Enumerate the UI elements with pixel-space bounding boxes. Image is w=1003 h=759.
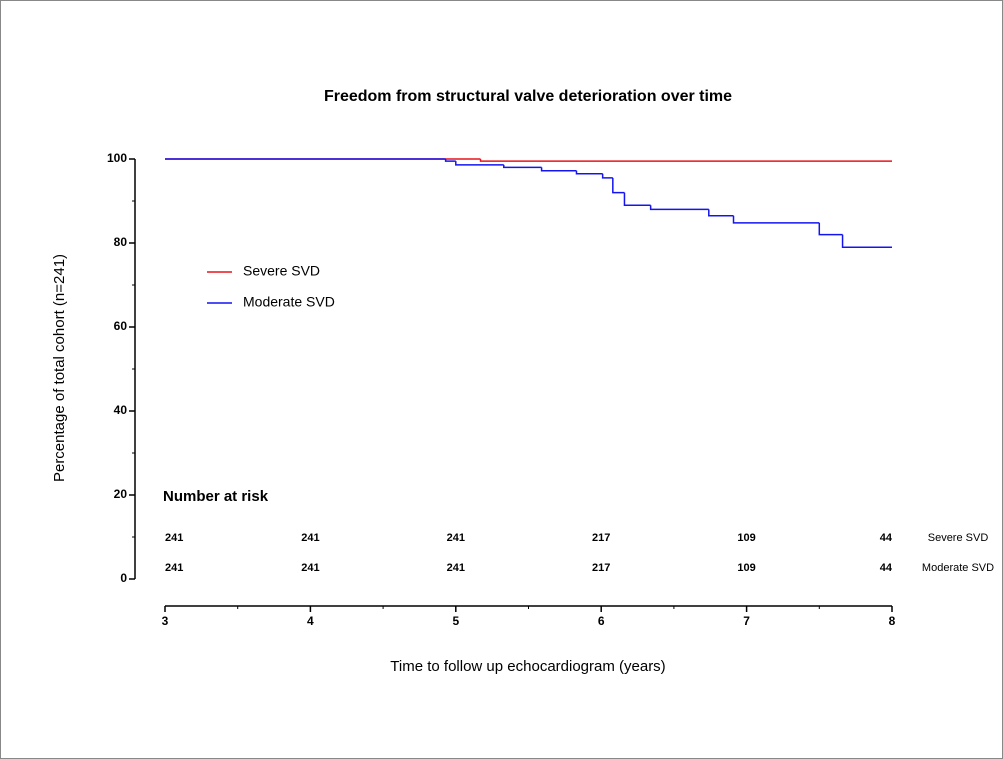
y-tick-label: 60 bbox=[114, 319, 128, 333]
km-step bbox=[818, 222, 843, 236]
risk-count: 217 bbox=[592, 532, 610, 544]
y-tick-label: 20 bbox=[114, 487, 128, 501]
km-step bbox=[575, 170, 603, 175]
x-tick-label: 5 bbox=[452, 614, 459, 628]
x-axis-label: Time to follow up echocardiogram (years) bbox=[390, 658, 665, 675]
risk-count: 109 bbox=[737, 532, 755, 544]
risk-count: 109 bbox=[737, 562, 755, 574]
risk-count: 241 bbox=[301, 532, 319, 544]
x-tick-label: 3 bbox=[162, 614, 169, 628]
risk-count: 241 bbox=[301, 562, 319, 574]
km-step bbox=[708, 209, 734, 217]
legend-label: Moderate SVD bbox=[243, 294, 335, 310]
y-tick-label: 100 bbox=[107, 151, 127, 165]
risk-row-label: Moderate SVD bbox=[922, 562, 994, 574]
y-tick-label: 0 bbox=[120, 571, 127, 585]
risk-row-label: Severe SVD bbox=[928, 532, 989, 544]
km-step bbox=[612, 177, 625, 194]
risk-count: 241 bbox=[447, 562, 465, 574]
risk-count: 44 bbox=[880, 532, 893, 544]
legend-label: Severe SVD bbox=[243, 263, 320, 279]
y-axis-label: Percentage of total cohort (n=241) bbox=[51, 254, 68, 482]
km-step bbox=[455, 161, 504, 166]
x-tick-label: 6 bbox=[598, 614, 605, 628]
km-step bbox=[601, 173, 613, 179]
km-step bbox=[623, 192, 651, 206]
km-step bbox=[732, 215, 820, 224]
km-step bbox=[649, 205, 709, 211]
km-step bbox=[444, 159, 456, 162]
km-step bbox=[841, 234, 892, 248]
x-tick-label: 4 bbox=[307, 614, 314, 628]
risk-count: 217 bbox=[592, 562, 610, 574]
risk-count: 241 bbox=[447, 532, 465, 544]
risk-count: 241 bbox=[165, 562, 183, 574]
risk-count: 44 bbox=[880, 562, 893, 574]
chart-title: Freedom from structural valve deteriorat… bbox=[324, 88, 732, 105]
x-tick-label: 8 bbox=[889, 614, 896, 628]
km-step bbox=[503, 164, 542, 169]
x-tick-label: 7 bbox=[743, 614, 750, 628]
risk-table-title: Number at risk bbox=[163, 488, 269, 505]
risk-count: 241 bbox=[165, 532, 183, 544]
km-step bbox=[540, 167, 577, 172]
km-step bbox=[479, 159, 892, 162]
y-tick-label: 40 bbox=[114, 403, 128, 417]
y-tick-label: 80 bbox=[114, 235, 128, 249]
